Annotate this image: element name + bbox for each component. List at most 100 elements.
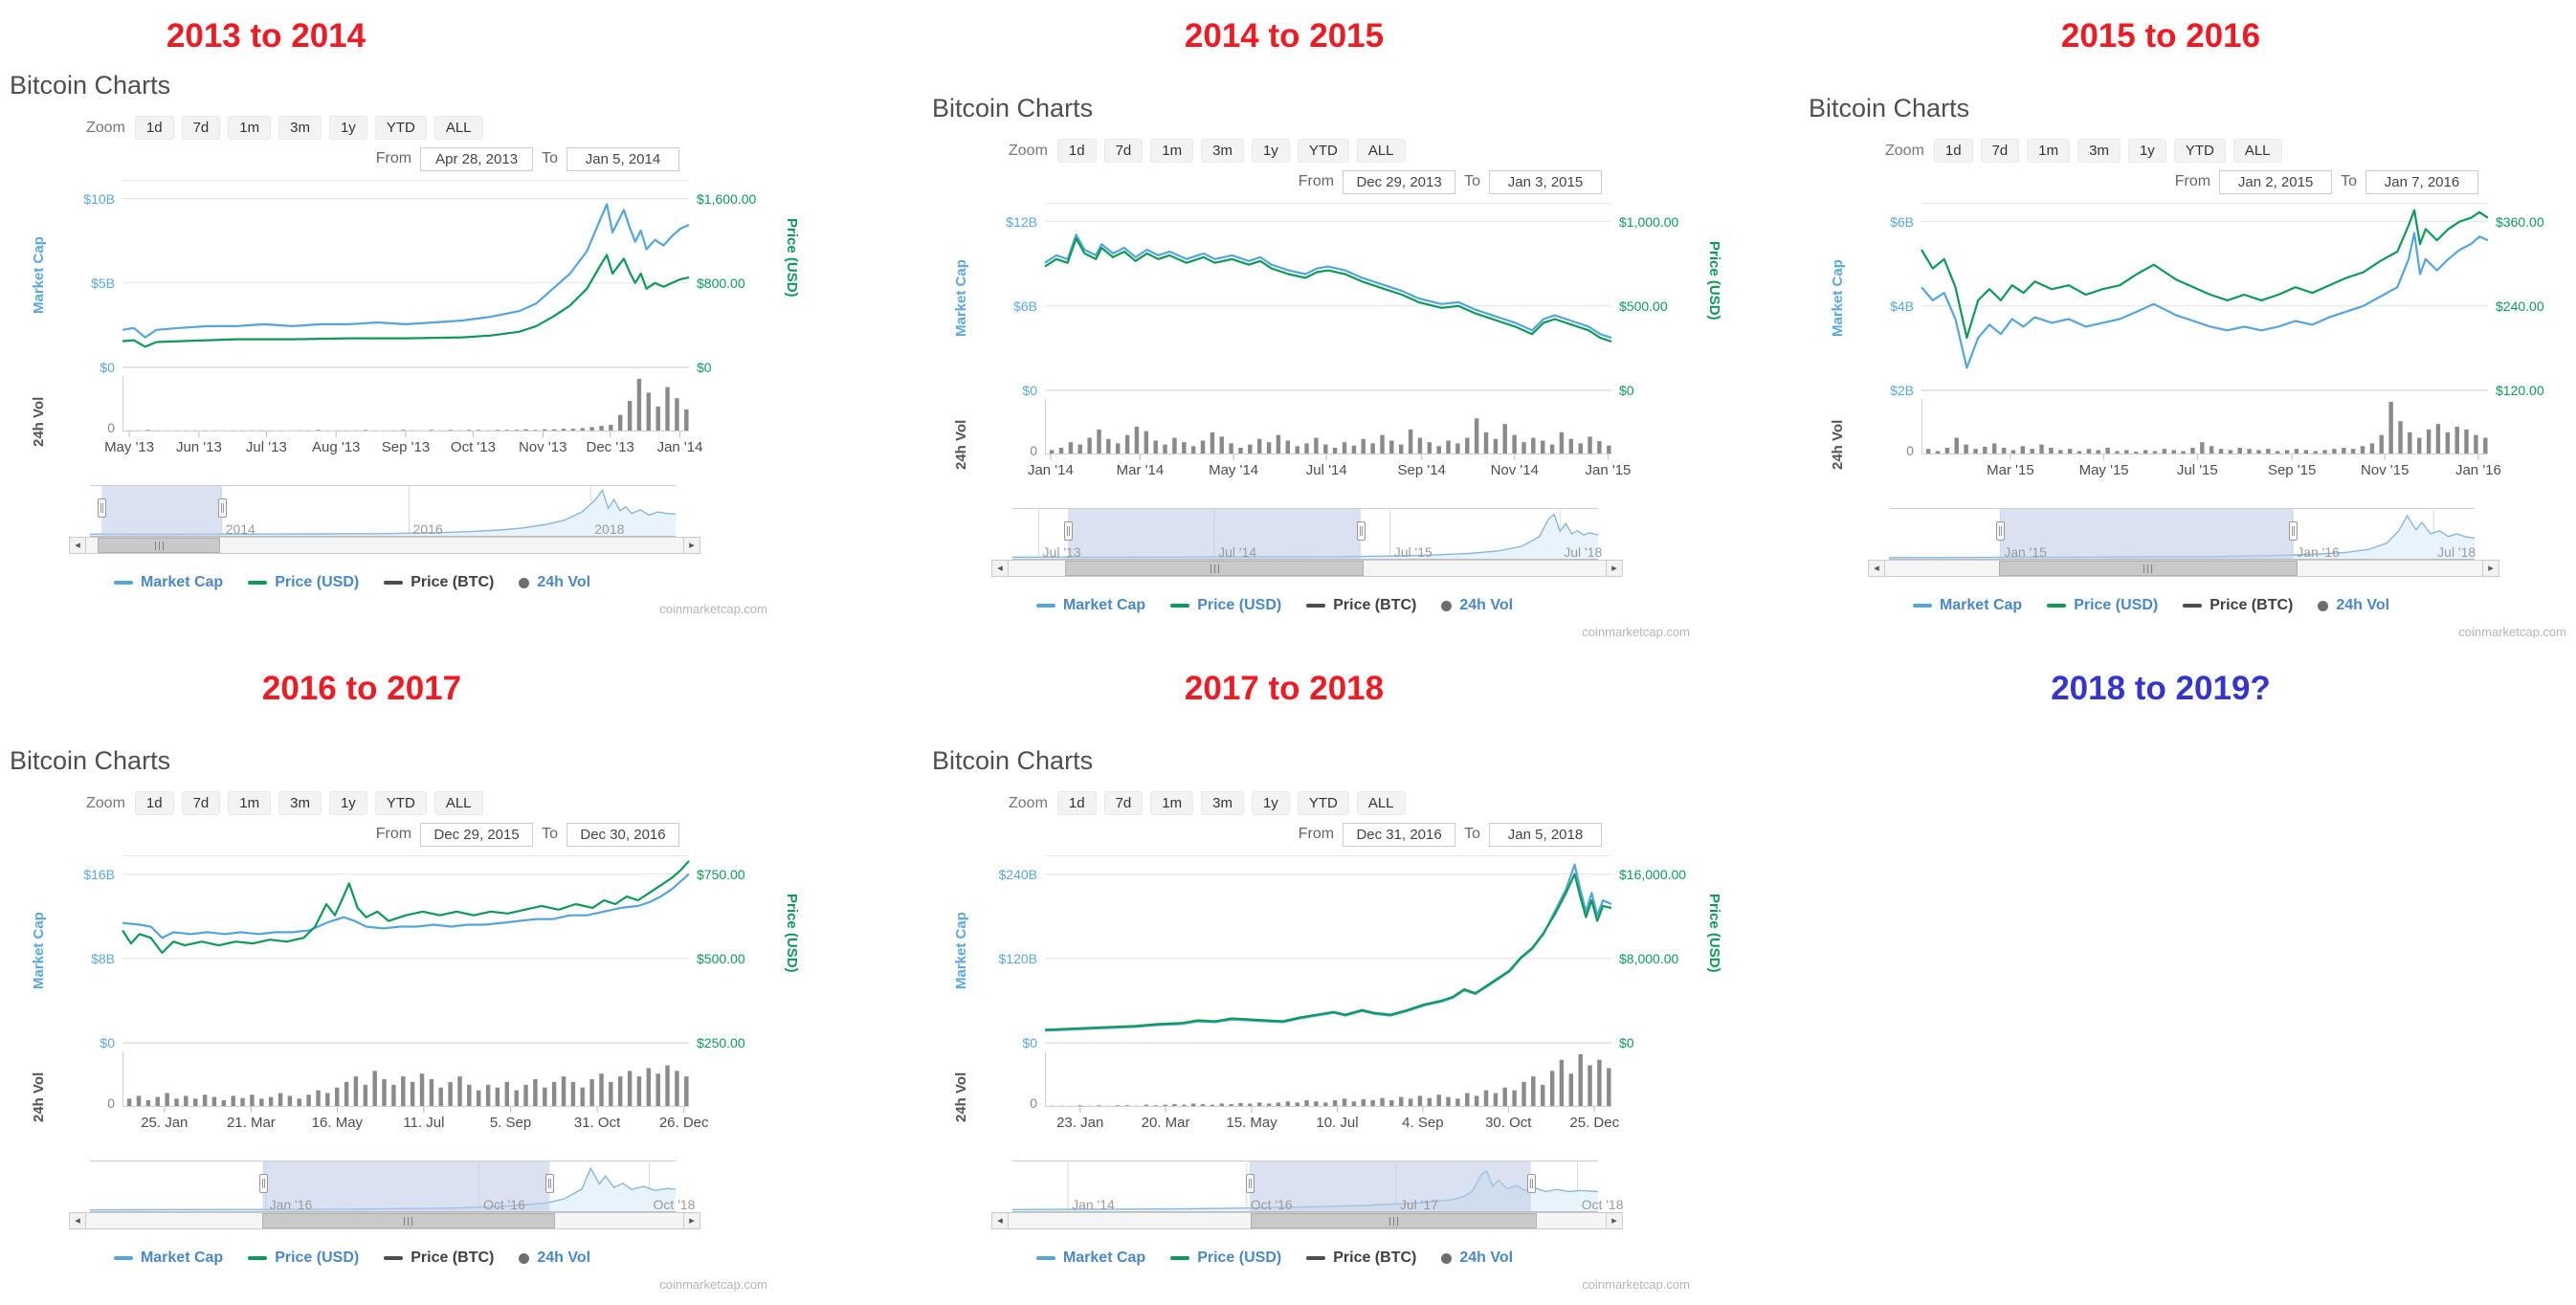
selection-right-handle[interactable]: [1526, 1174, 1536, 1193]
zoom-ytd-button[interactable]: YTD: [374, 791, 427, 815]
zoom-1d-button[interactable]: 1d: [134, 116, 174, 140]
zoom-1y-button[interactable]: 1y: [328, 116, 367, 140]
zoom-1d-button[interactable]: 1d: [1056, 791, 1097, 815]
zoom-1m-button[interactable]: 1m: [228, 791, 272, 815]
price-line-chart[interactable]: [122, 855, 690, 1044]
legend-item-market-cap[interactable]: Market Cap: [1035, 597, 1145, 614]
zoom-3m-button[interactable]: 3m: [2077, 139, 2121, 163]
to-date-input[interactable]: Jan 5, 2018: [1489, 822, 1602, 847]
legend-item-price-btc[interactable]: Price (BTC): [1306, 1250, 1416, 1267]
to-date-input[interactable]: Jan 7, 2016: [2365, 169, 2478, 194]
legend-item-price-btc[interactable]: Price (BTC): [384, 1250, 494, 1267]
price-line-chart[interactable]: [1921, 203, 2489, 391]
navigator-scrollbar[interactable]: ◂ ▸: [1868, 560, 2499, 577]
selection-right-handle[interactable]: [1357, 521, 1366, 541]
scroll-right-arrow-icon[interactable]: ▸: [683, 1212, 700, 1229]
legend-item-price-usd[interactable]: Price (USD): [248, 1250, 359, 1267]
scrollbar-thumb[interactable]: [1065, 561, 1365, 576]
legend-item-price-usd[interactable]: Price (USD): [1170, 1250, 1281, 1267]
legend-item-market-cap[interactable]: Market Cap: [113, 1250, 223, 1267]
from-date-input[interactable]: Apr 28, 2013: [420, 146, 534, 171]
selection-right-handle[interactable]: [217, 498, 227, 518]
navigator-scrollbar[interactable]: ◂ ▸: [69, 1212, 700, 1229]
zoom-1y-button[interactable]: 1y: [1251, 791, 1290, 815]
legend-item-price-usd[interactable]: Price (USD): [1170, 597, 1281, 614]
scrollbar-track[interactable]: [1009, 1212, 1606, 1229]
zoom-all-button[interactable]: ALL: [2232, 139, 2282, 163]
scroll-right-arrow-icon[interactable]: ▸: [683, 537, 700, 554]
zoom-all-button[interactable]: ALL: [433, 791, 483, 815]
zoom-7d-button[interactable]: 7d: [1103, 139, 1144, 163]
legend-item-24h-vol[interactable]: 24h Vol: [519, 574, 590, 591]
price-line-chart[interactable]: [1044, 855, 1612, 1044]
navigator-mini-chart[interactable]: [89, 485, 677, 537]
zoom-1m-button[interactable]: 1m: [1150, 791, 1194, 815]
zoom-all-button[interactable]: ALL: [1356, 791, 1406, 815]
zoom-3m-button[interactable]: 3m: [278, 791, 322, 815]
selection-left-handle[interactable]: [1245, 1174, 1255, 1193]
legend-item-market-cap[interactable]: Market Cap: [1035, 1250, 1145, 1267]
range-navigator[interactable]: Jan '16 Oct '16 Oct '18: [89, 1161, 695, 1212]
scroll-right-arrow-icon[interactable]: ▸: [1606, 560, 1623, 577]
zoom-3m-button[interactable]: 3m: [1201, 791, 1244, 815]
scrollbar-track[interactable]: [86, 537, 683, 554]
scrollbar-thumb[interactable]: [262, 1213, 555, 1228]
legend-item-price-btc[interactable]: Price (BTC): [2183, 597, 2293, 614]
zoom-7d-button[interactable]: 7d: [181, 791, 221, 815]
selection-left-handle[interactable]: [1996, 521, 2006, 541]
legend-item-24h-vol[interactable]: 24h Vol: [1441, 1250, 1513, 1267]
scroll-right-arrow-icon[interactable]: ▸: [2482, 560, 2499, 577]
legend-item-price-btc[interactable]: Price (BTC): [1306, 597, 1416, 614]
navigator-mini-chart[interactable]: [1012, 508, 1599, 560]
scroll-right-arrow-icon[interactable]: ▸: [1606, 1212, 1623, 1229]
to-date-input[interactable]: Jan 3, 2015: [1489, 169, 1602, 194]
zoom-7d-button[interactable]: 7d: [181, 116, 221, 140]
zoom-ytd-button[interactable]: YTD: [1297, 791, 1349, 815]
zoom-7d-button[interactable]: 7d: [1980, 139, 2020, 163]
legend-item-24h-vol[interactable]: 24h Vol: [519, 1250, 590, 1267]
zoom-1y-button[interactable]: 1y: [2127, 139, 2166, 163]
zoom-ytd-button[interactable]: YTD: [1297, 139, 1349, 163]
legend-item-price-btc[interactable]: Price (BTC): [384, 574, 494, 591]
scrollbar-thumb[interactable]: [98, 538, 221, 553]
selection-left-handle[interactable]: [1064, 521, 1074, 541]
navigator-scrollbar[interactable]: ◂ ▸: [991, 560, 1623, 577]
zoom-1d-button[interactable]: 1d: [1056, 139, 1097, 163]
scroll-left-arrow-icon[interactable]: ◂: [69, 1212, 86, 1229]
zoom-1d-button[interactable]: 1d: [1933, 139, 1973, 163]
zoom-all-button[interactable]: ALL: [1356, 139, 1406, 163]
legend-item-24h-vol[interactable]: 24h Vol: [2318, 597, 2389, 614]
price-line-chart[interactable]: [1044, 203, 1612, 391]
from-date-input[interactable]: Dec 29, 2015: [420, 822, 534, 847]
range-navigator[interactable]: 2014 2016 2018: [89, 485, 677, 537]
zoom-3m-button[interactable]: 3m: [1201, 139, 1244, 163]
scroll-left-arrow-icon[interactable]: ◂: [991, 1212, 1009, 1229]
scroll-left-arrow-icon[interactable]: ◂: [69, 537, 86, 554]
selection-left-handle[interactable]: [98, 498, 107, 518]
from-date-input[interactable]: Dec 29, 2013: [1343, 169, 1456, 194]
zoom-1m-button[interactable]: 1m: [228, 116, 272, 140]
price-line-chart[interactable]: [122, 180, 690, 368]
scrollbar-thumb[interactable]: [1998, 561, 2298, 576]
zoom-1m-button[interactable]: 1m: [2027, 139, 2071, 163]
zoom-1m-button[interactable]: 1m: [1150, 139, 1194, 163]
navigator-mini-chart[interactable]: [89, 1161, 677, 1212]
scrollbar-track[interactable]: [86, 1212, 683, 1229]
zoom-ytd-button[interactable]: YTD: [374, 116, 427, 140]
zoom-ytd-button[interactable]: YTD: [2173, 139, 2226, 163]
legend-item-price-usd[interactable]: Price (USD): [2047, 597, 2158, 614]
navigator-scrollbar[interactable]: ◂ ▸: [69, 537, 700, 554]
selection-left-handle[interactable]: [258, 1174, 268, 1193]
zoom-1y-button[interactable]: 1y: [1251, 139, 1290, 163]
navigator-mini-chart[interactable]: [1888, 508, 2476, 560]
to-date-input[interactable]: Dec 30, 2016: [566, 822, 679, 847]
range-navigator[interactable]: Jul '13 Jul '14 Jul '15 Jul '18: [1012, 508, 1602, 560]
selection-right-handle[interactable]: [2289, 521, 2298, 541]
legend-item-market-cap[interactable]: Market Cap: [1912, 597, 2022, 614]
scroll-left-arrow-icon[interactable]: ◂: [991, 560, 1009, 577]
range-navigator[interactable]: Jan '14 Oct '16 Jul '17 Oct '18: [1011, 1161, 1624, 1212]
to-date-input[interactable]: Jan 5, 2014: [566, 146, 679, 171]
navigator-scrollbar[interactable]: ◂ ▸: [991, 1212, 1623, 1229]
selection-right-handle[interactable]: [545, 1174, 555, 1193]
zoom-7d-button[interactable]: 7d: [1103, 791, 1144, 815]
